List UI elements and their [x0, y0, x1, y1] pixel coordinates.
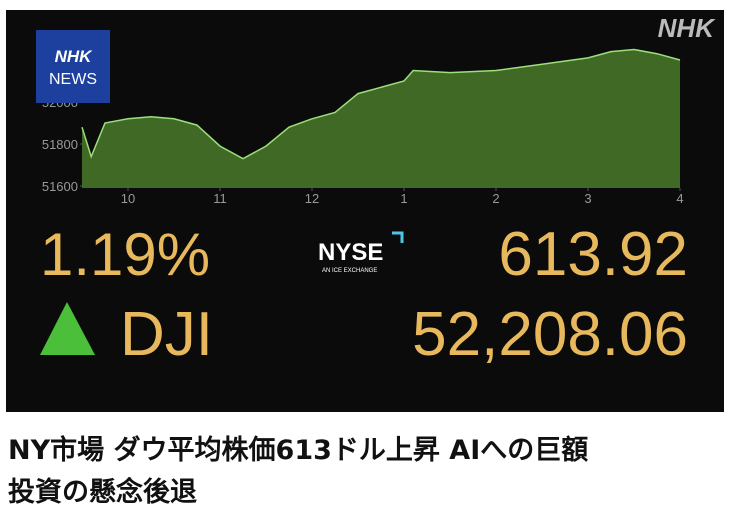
x-tick-label: 3: [584, 191, 591, 206]
y-tick-label: 51600: [42, 179, 78, 194]
headline: NY市場 ダウ平均株価613ドル上昇 AIへの巨額: [8, 435, 589, 466]
x-tick-label: 10: [121, 191, 135, 206]
x-tick-label: 11: [213, 191, 227, 206]
area: [82, 49, 680, 188]
x-tick-label: 1: [400, 191, 407, 206]
y-tick-label: 51800: [42, 137, 78, 152]
up-arrow: [40, 302, 95, 355]
x-tick-label: 4: [676, 191, 683, 206]
brand: NHK: [658, 13, 717, 43]
headline: 投資の懸念後退: [8, 477, 197, 508]
change: 613.92: [498, 220, 688, 289]
x-tick-label: 2: [492, 191, 499, 206]
x-tick-label: 12: [305, 191, 319, 206]
logo-text: NEWS: [49, 71, 97, 88]
chart: 5160051800520001011121234 NHK NEWS NHK 1…: [6, 10, 724, 412]
index: DJI: [120, 300, 213, 369]
logo-box: [36, 30, 110, 103]
exchange-name: NYSE: [318, 239, 383, 266]
exchange-tagline: AN ICE EXCHANGE: [322, 268, 377, 274]
logo-text: NHK: [55, 47, 94, 66]
line: [81, 48, 681, 160]
exchange-mark: [392, 231, 404, 243]
price: 52,208.06: [412, 300, 688, 369]
percent: 1.19%: [40, 221, 210, 288]
